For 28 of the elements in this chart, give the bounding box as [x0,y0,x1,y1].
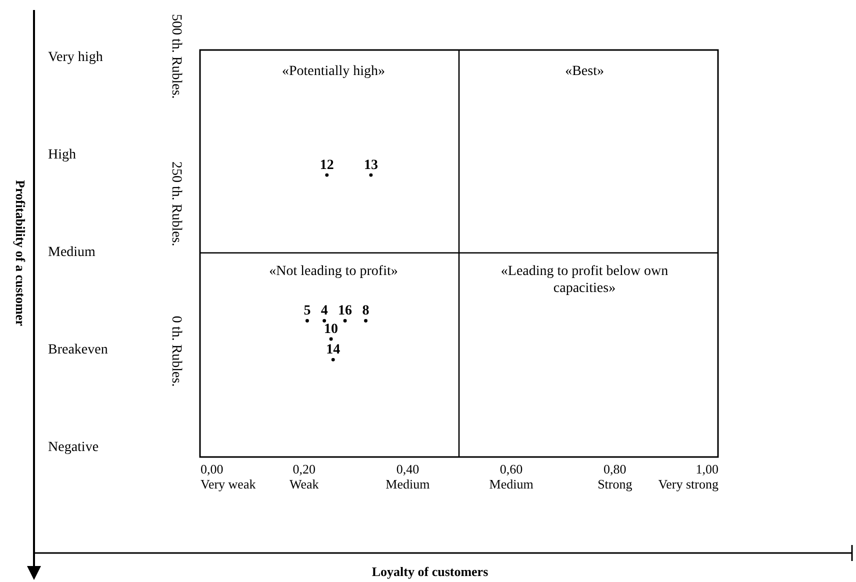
series-label: 12 [320,158,334,174]
annotation: «Not leading to profit» [269,264,398,279]
x-tick-label: 0,80 Strong [598,462,633,492]
series-label: 5 [304,304,311,319]
annotation: «Leading to profit below own capacities» [500,264,668,296]
text: Medium [48,245,96,260]
x-tick-label: 1,00 Very strong [658,462,719,492]
text: Very high [48,50,103,65]
text: Loyalty of customers [372,564,488,579]
series-label: 8 [362,304,370,319]
series-label: 4 [320,304,328,319]
series-label: 13 [364,158,378,174]
x-tick-label: 0,20 Weak [289,462,320,492]
text: Profitability of a customer [13,180,28,326]
annotation: «Potentially high» [282,64,386,79]
x-tick-label: 0,00 Very weak [200,462,256,492]
x-tick-label: 0,40 Medium [386,462,430,492]
text: Breakeven [48,342,108,358]
y-tick-label: 250 th. Rubles. [168,161,184,246]
x-tick-label: 0,60 Medium [489,462,534,492]
text: High [48,148,76,162]
series-label: 10 [324,322,338,338]
y-tick-label: 500 th. Rubles. [168,14,184,99]
y-tick-label: 0 th. Rubles. [168,316,184,387]
text: Negative [48,440,99,455]
series-label: 14 [326,342,340,358]
annotation: «Best» [565,64,604,79]
series-label: 16 [338,304,352,319]
